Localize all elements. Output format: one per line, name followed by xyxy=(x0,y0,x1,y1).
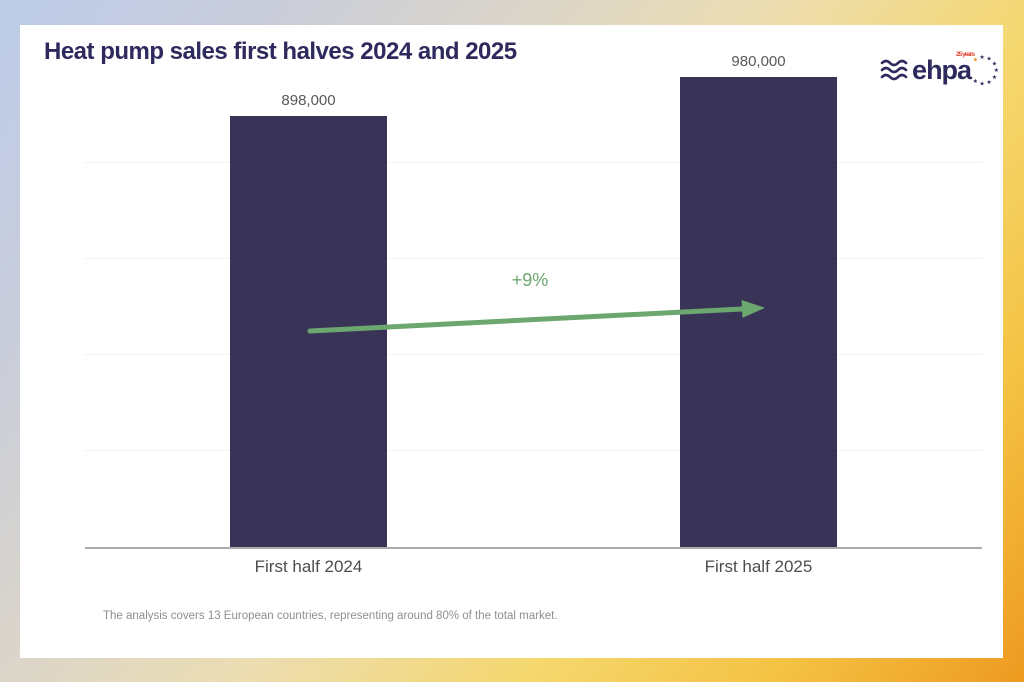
svg-text:★: ★ xyxy=(973,56,979,63)
chart-title: Heat pump sales first halves 2024 and 20… xyxy=(44,38,517,65)
svg-text:★: ★ xyxy=(973,78,979,85)
gridline xyxy=(85,354,982,355)
svg-text:★: ★ xyxy=(986,55,992,62)
gridline xyxy=(85,450,982,451)
ehpa-logo: ehpa 25 years ★ ★ ★ ★ ★ ★ ★ ★ ★ xyxy=(880,43,1000,97)
svg-text:★: ★ xyxy=(979,54,985,61)
gridline xyxy=(85,258,982,259)
x-label-first-half-2024: First half 2024 xyxy=(254,557,363,576)
growth-arrow-head xyxy=(741,300,765,318)
gridline xyxy=(85,162,982,163)
svg-text:★: ★ xyxy=(992,60,998,67)
growth-annotation: +9% xyxy=(511,270,549,290)
logo-anniversary-badge: 25 years xyxy=(956,50,975,58)
bar-2025-value-label: 980,000 xyxy=(731,52,786,70)
svg-text:★: ★ xyxy=(992,74,998,81)
x-label-first-half-2025: First half 2025 xyxy=(704,557,813,576)
growth-arrow-line xyxy=(307,306,745,334)
growth-arrow-icon xyxy=(307,300,765,334)
svg-text:★: ★ xyxy=(986,79,992,86)
svg-text:★: ★ xyxy=(994,67,1000,74)
plot-area: 898,000 980,000 +9% First half 2024 Firs… xyxy=(85,53,982,576)
waves-icon xyxy=(880,59,908,81)
chart-card: Heat pump sales first halves 2024 and 20… xyxy=(20,25,1003,658)
logo-text: ehpa xyxy=(912,54,972,85)
footnote: The analysis covers 13 European countrie… xyxy=(103,610,558,622)
svg-text:★: ★ xyxy=(979,81,985,88)
stars-circle-icon: ★ ★ ★ ★ ★ ★ ★ ★ ★ xyxy=(973,54,1000,88)
logo-wordmark: ehpa 25 years xyxy=(912,51,975,85)
bar-2024-value-label: 898,000 xyxy=(281,91,336,109)
